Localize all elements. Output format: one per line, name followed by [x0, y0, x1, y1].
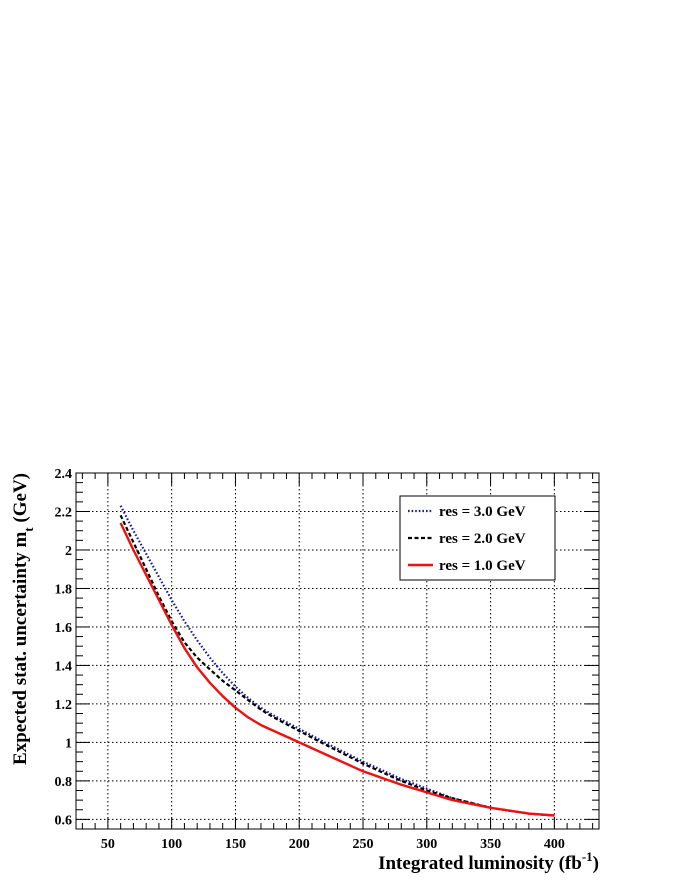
x-tick-label: 300 [416, 837, 437, 852]
x-tick-label: 150 [225, 837, 246, 852]
x-tick-label: 250 [353, 837, 374, 852]
y-axis-label-tail: (GeV) [10, 473, 31, 527]
y-tick-label: 2 [65, 544, 72, 559]
series-line-2 [119, 514, 555, 817]
y-axis-label-sub: t [21, 527, 36, 532]
grid [76, 473, 599, 829]
series-group [119, 505, 555, 817]
legend-label-3: res = 1.0 GeV [439, 558, 526, 574]
y-tick-label: 1.8 [55, 582, 73, 597]
legend: res = 3.0 GeV res = 2.0 GeV res = 1.0 GeV [399, 495, 556, 581]
legend-label-2: res = 2.0 GeV [439, 531, 526, 547]
legend-label-1: res = 3.0 GeV [439, 504, 526, 520]
x-axis-label-main: Integrated luminosity (fb [378, 853, 582, 874]
y-tick-label: 1 [65, 736, 72, 751]
x-tick-label: 50 [101, 837, 115, 852]
y-tick-label: 1.2 [55, 698, 73, 713]
y-tick-label: 2.2 [55, 505, 73, 520]
series-line-3 [119, 522, 555, 817]
x-tick-label: 100 [161, 837, 182, 852]
ticks [76, 472, 599, 830]
x-axis-label: Integrated luminosity (fb-1) [378, 849, 599, 874]
x-tick-label: 200 [289, 837, 310, 852]
x-axis-label-tail: ) [593, 853, 599, 874]
x-axis-label-sup: -1 [582, 849, 593, 864]
y-tick-label: 2.4 [55, 467, 73, 482]
tick-labels: 50 100 150 200 250 300 350 400 0.6 0.8 1 1.2 1.4 1.6 1… [55, 467, 565, 852]
x-tick-label: 400 [544, 837, 565, 852]
y-axis-label-main: Expected stat. uncertainty m [10, 532, 31, 765]
y-tick-label: 0.8 [55, 775, 73, 790]
x-tick-label: 350 [480, 837, 501, 852]
y-tick-label: 1.6 [55, 621, 73, 636]
y-tick-label: 1.4 [55, 659, 73, 674]
y-axis-label: Expected stat. uncertainty mt (GeV) [10, 473, 36, 765]
y-tick-label: 0.6 [55, 813, 73, 828]
